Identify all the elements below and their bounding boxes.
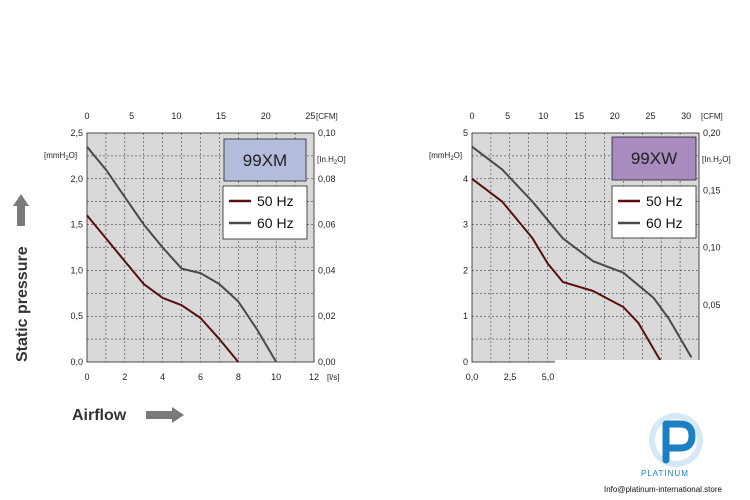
x-top-tick-label: 0 (84, 111, 89, 121)
crop-mask (555, 360, 750, 390)
y-right-tick-label: 0,04 (318, 265, 336, 275)
y-left-tick-label: 0 (463, 357, 468, 367)
x-top-tick-label: 15 (574, 111, 584, 121)
x-bottom-tick-label: 0,0 (466, 372, 479, 382)
y-left-tick-label: 0,5 (70, 311, 83, 321)
chart-99xw: 012345[mmH2O]0,050,100,150,20[In.H2O]0,0… (429, 111, 750, 390)
y-left-tick-label: 5 (463, 128, 468, 138)
x-top-tick-label: 5 (505, 111, 510, 121)
x-bottom-tick-label: 5,0 (542, 372, 555, 382)
y-right-tick-label: 0,10 (318, 128, 336, 138)
x-top-tick-label: 15 (216, 111, 226, 121)
y-left-tick-label: 3 (463, 220, 468, 230)
logo-ring-icon (649, 413, 703, 467)
x-top-tick-label: 25 (305, 111, 315, 121)
x-top-tick-label: 20 (261, 111, 271, 121)
y-left-unit: [mmH2O] (44, 151, 77, 162)
static-pressure-label: Static pressure (14, 246, 31, 362)
y-left-tick-label: 1,0 (70, 265, 83, 275)
x-bottom-tick-label: 2,5 (504, 372, 517, 382)
x-bottom-tick-label: 0 (84, 372, 89, 382)
model-label: 99XM (243, 151, 287, 170)
legend-label: 60 Hz (646, 215, 683, 231)
y-right-tick-label: 0,20 (703, 128, 721, 138)
legend-box (611, 185, 697, 239)
y-left-tick-label: 2 (463, 265, 468, 275)
x-bottom-tick-label: 8 (236, 372, 241, 382)
series-line-50hz (86, 214, 240, 363)
y-left-tick-label: 2,0 (70, 174, 83, 184)
y-left-unit: [mmH2O] (429, 151, 462, 162)
x-top-unit: [CFM] (316, 112, 338, 121)
y-right-tick-label: 0,08 (318, 174, 336, 184)
legend-label: 50 Hz (646, 193, 683, 209)
logo-email: Info@platinum-international.store (604, 485, 723, 494)
x-top-tick-label: 20 (610, 111, 620, 121)
y-left-tick-label: 1 (463, 311, 468, 321)
y-right-tick-label: 0,00 (318, 357, 336, 367)
y-left-tick-label: 1,5 (70, 220, 83, 230)
logo-p-icon (662, 420, 696, 464)
x-bottom-unit: [l/s] (327, 373, 339, 382)
series-line-60hz (471, 145, 693, 358)
y-left-tick-label: 0,0 (70, 357, 83, 367)
y-right-tick-label: 0,06 (318, 220, 336, 230)
y-right-tick-label: 0,15 (703, 185, 721, 195)
logo-brand: PLATINUM (641, 469, 689, 478)
x-top-tick-label: 30 (681, 111, 691, 121)
legend-label: 50 Hz (257, 193, 294, 209)
y-right-tick-label: 0,10 (703, 243, 721, 253)
y-right-tick-label: 0,05 (703, 300, 721, 310)
up-arrow-icon (13, 194, 29, 226)
legend-box (222, 185, 308, 240)
x-top-tick-label: 10 (538, 111, 548, 121)
chart-99xm: 0,0 0,5 1,0 1,5 2,0 2,5 [mmH2O] 0,00 0,02 0,04 0,0… (44, 111, 346, 382)
airflow-label-group: Airflow (72, 407, 184, 424)
legend-label: 60 Hz (257, 215, 294, 231)
series-line-50hz (471, 178, 663, 363)
x-top-unit: [CFM] (701, 112, 723, 121)
y-right-unit: [In.H2O] (702, 155, 731, 166)
x-bottom-tick-label: 10 (271, 372, 281, 382)
right-arrow-icon (146, 407, 184, 423)
x-bottom-tick-label: 2 (122, 372, 127, 382)
x-bottom-tick-label: 12 (309, 372, 319, 382)
x-bottom-tick-label: 6 (198, 372, 203, 382)
y-right-unit: [In.H2O] (317, 155, 346, 166)
model-box (223, 138, 307, 182)
x-bottom-tick-label: 4 (160, 372, 165, 382)
static-pressure-label-group: Static pressure (13, 194, 31, 362)
x-top-tick-label: 0 (469, 111, 474, 121)
platinum-logo: PLATINUM Info@platinum-international.sto… (604, 413, 723, 494)
y-left-tick-label: 4 (463, 174, 468, 184)
model-label: 99XW (631, 149, 677, 168)
x-top-tick-label: 5 (129, 111, 134, 121)
model-box (611, 136, 697, 181)
x-top-tick-label: 10 (171, 111, 181, 121)
y-right-tick-label: 0,02 (318, 311, 336, 321)
series-line-60hz (86, 146, 278, 363)
y-left-tick-label: 2,5 (70, 128, 83, 138)
airflow-label: Airflow (72, 407, 127, 424)
x-top-tick-label: 25 (645, 111, 655, 121)
